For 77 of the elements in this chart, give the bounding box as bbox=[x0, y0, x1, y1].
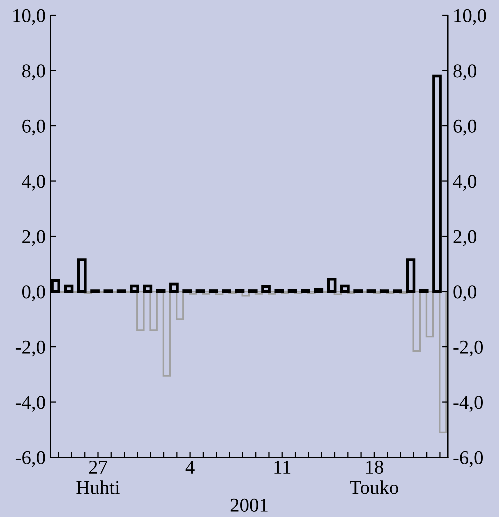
bar bbox=[228, 290, 237, 294]
y2-tick-label: 8,0 bbox=[454, 64, 477, 80]
bar bbox=[412, 290, 421, 352]
bar bbox=[366, 290, 376, 294]
bar bbox=[340, 284, 350, 294]
bar bbox=[254, 290, 264, 295]
bar bbox=[156, 289, 166, 294]
bar bbox=[320, 290, 329, 294]
y-tick-label: -4,0 bbox=[16, 396, 46, 412]
bar bbox=[346, 290, 356, 294]
bar bbox=[123, 290, 132, 294]
bar bbox=[130, 284, 140, 294]
bar bbox=[373, 290, 382, 294]
bar bbox=[150, 290, 158, 332]
bar bbox=[274, 289, 284, 294]
bar bbox=[288, 289, 298, 294]
bar bbox=[222, 290, 232, 294]
y2-tick-label: -2,0 bbox=[454, 340, 484, 357]
bar bbox=[215, 290, 224, 296]
bar bbox=[294, 290, 303, 295]
x-tick-label: 27 Huhti bbox=[76, 460, 120, 494]
bar bbox=[262, 285, 271, 294]
y-tick-label: 4,0 bbox=[22, 175, 46, 192]
y2-tick-label: 2,0 bbox=[454, 230, 477, 246]
bar bbox=[268, 290, 276, 295]
y-tick-label: -6,0 bbox=[16, 451, 46, 468]
bar bbox=[208, 290, 218, 294]
y-tick-label: 8,0 bbox=[22, 64, 46, 80]
bar bbox=[360, 290, 368, 294]
y-tick-label: 6,0 bbox=[22, 120, 46, 136]
bar bbox=[196, 290, 206, 294]
bar bbox=[327, 278, 337, 294]
bar bbox=[143, 284, 153, 294]
bar bbox=[314, 288, 324, 294]
bar bbox=[116, 290, 126, 294]
bar bbox=[176, 290, 184, 320]
x-axis-title: 2001 bbox=[230, 498, 268, 512]
bar bbox=[439, 290, 448, 434]
bar bbox=[182, 290, 192, 294]
bar bbox=[301, 289, 310, 294]
bar bbox=[386, 290, 395, 294]
bar bbox=[334, 290, 342, 296]
bar bbox=[419, 289, 429, 294]
bar bbox=[162, 290, 172, 377]
bar bbox=[406, 258, 416, 294]
bar bbox=[308, 290, 316, 295]
bar bbox=[170, 282, 179, 294]
bar bbox=[242, 290, 250, 297]
y2-tick-label: -6,0 bbox=[454, 451, 484, 468]
bar bbox=[354, 290, 364, 294]
bar bbox=[400, 290, 408, 294]
bar bbox=[202, 290, 211, 295]
y-tick-label: 10,0 bbox=[14, 9, 46, 26]
y2-tick-label: 4,0 bbox=[453, 175, 477, 192]
bar bbox=[77, 258, 87, 294]
bar bbox=[235, 289, 245, 294]
y2-tick-label: -4,0 bbox=[454, 396, 484, 412]
bar bbox=[426, 290, 434, 338]
bar bbox=[136, 290, 145, 332]
x-tick-label: 4 bbox=[186, 461, 195, 474]
bar bbox=[104, 290, 114, 294]
bar bbox=[64, 284, 74, 294]
bar bbox=[380, 290, 390, 294]
y2-tick-label: 6,0 bbox=[454, 120, 477, 136]
y-tick-label: 2,0 bbox=[22, 230, 46, 246]
bar bbox=[90, 290, 100, 294]
bar bbox=[189, 290, 198, 295]
y-tick-label: 0,0 bbox=[22, 286, 46, 302]
bar bbox=[248, 290, 258, 294]
y-tick-label: -2,0 bbox=[16, 340, 46, 357]
bar bbox=[84, 290, 92, 294]
x-tick-label: 11 bbox=[274, 460, 291, 474]
x-tick-label: 18 Touko bbox=[350, 460, 398, 494]
y2-tick-label: 10,0 bbox=[454, 9, 486, 26]
bar bbox=[281, 290, 290, 294]
y2-tick-label: 0,0 bbox=[454, 286, 477, 302]
bar bbox=[393, 290, 402, 294]
